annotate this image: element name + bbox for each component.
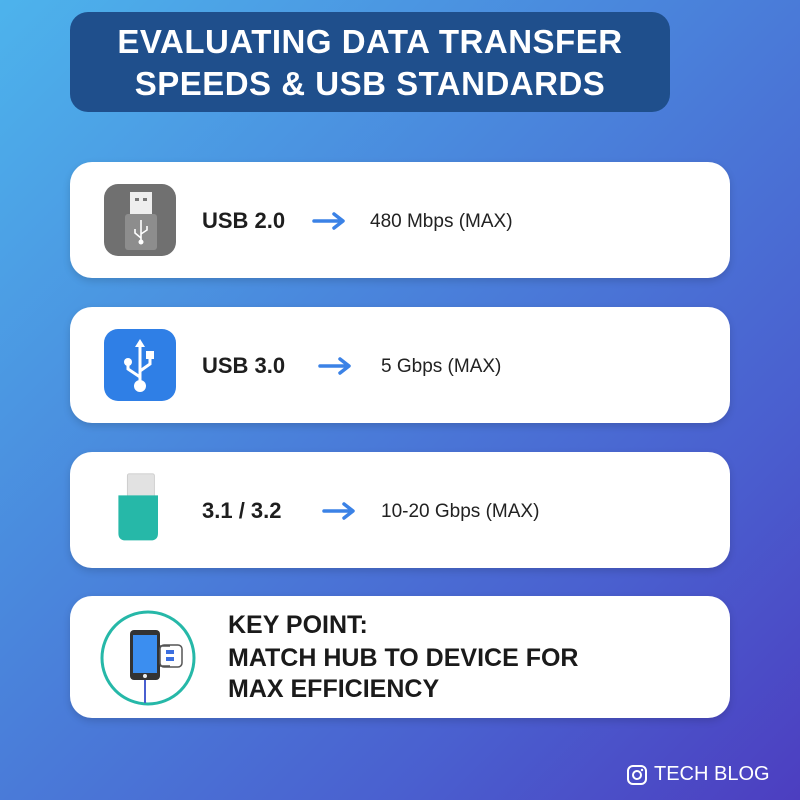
speed-value: 5 Gbps (MAX) bbox=[381, 356, 502, 377]
speed-value: 480 Mbps (MAX) bbox=[370, 211, 513, 232]
key-point-card: KEY POINT: MATCH HUB TO DEVICE FOR MAX E… bbox=[70, 596, 730, 718]
standard-label: 3.1 / 3.2 bbox=[202, 498, 282, 523]
usb3-card: USB 3.0 5 Gbps (MAX) bbox=[70, 307, 730, 423]
key-point-heading: KEY POINT: bbox=[228, 611, 368, 639]
usb2-card: USB 2.0 480 Mbps (MAX) bbox=[70, 162, 730, 278]
phone-hub-icon bbox=[100, 610, 196, 706]
footer-brand: TECH BLOG bbox=[626, 763, 770, 786]
speed-value: 10-20 Gbps (MAX) bbox=[381, 501, 540, 522]
key-point-line-2: MAX EFFICIENCY bbox=[228, 675, 440, 703]
key-point-line-1: MATCH HUB TO DEVICE FOR bbox=[228, 644, 579, 672]
title-line-1: EVALUATING DATA TRANSFER bbox=[117, 23, 623, 60]
usb-symbol-blue-icon bbox=[104, 329, 176, 401]
title-banner: EVALUATING DATA TRANSFER SPEEDS & USB ST… bbox=[70, 12, 670, 112]
usb31-card: 3.1 / 3.2 10-20 Gbps (MAX) bbox=[70, 452, 730, 568]
arrow-right-icon bbox=[312, 212, 345, 230]
standard-label: USB 2.0 bbox=[202, 208, 286, 233]
arrow-right-icon bbox=[322, 502, 355, 520]
standard-label: USB 3.0 bbox=[202, 353, 286, 378]
arrow-right-icon bbox=[318, 357, 351, 375]
title-line-2: SPEEDS & USB STANDARDS bbox=[134, 65, 606, 102]
instagram-icon bbox=[627, 764, 647, 785]
usb-c-connector-icon bbox=[118, 473, 158, 541]
footer-label: TECH BLOG bbox=[654, 763, 770, 785]
usb-stick-gray-icon bbox=[104, 184, 176, 256]
